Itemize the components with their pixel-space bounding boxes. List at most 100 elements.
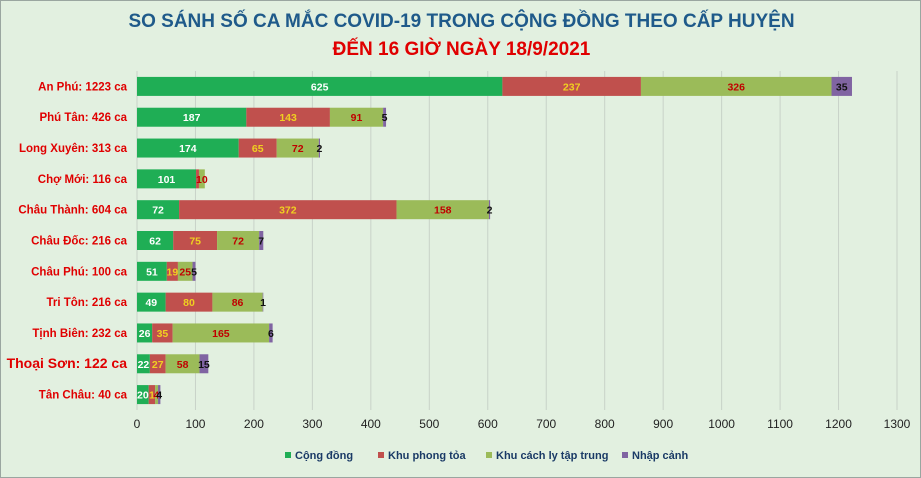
data-label: 27 [152,359,164,371]
bar-segment [269,323,273,343]
data-label: 5 [382,112,388,124]
bar-segment [179,200,397,220]
bar-segment [152,323,173,343]
bar-segment [196,169,199,189]
category-label: Châu Đốc: 216 ca [31,236,127,248]
bar-segment [172,323,270,343]
bar-segment [137,169,197,189]
category-label: Long Xuyên: 313 ca [19,143,128,155]
data-label: 372 [279,205,297,217]
bar-segment [246,107,330,127]
bar-segment [137,138,239,158]
x-tick-label: 600 [478,417,498,431]
bar-segment [640,76,832,96]
bar-segment [238,138,277,158]
bar-segment [165,354,200,374]
data-label: 72 [232,236,244,248]
data-label: 26 [139,328,151,340]
data-label: 62 [149,236,161,248]
x-tick-label: 1300 [884,417,911,431]
data-label: 58 [177,359,189,371]
data-label: 35 [836,81,848,93]
bar-segment [148,385,156,405]
data-label: 7 [258,236,264,248]
data-label: 6 [268,328,274,340]
legend-label: Cộng đồng [295,450,353,462]
bar-segment [166,261,178,281]
data-label: 1 [149,390,155,402]
x-tick-label: 300 [302,417,322,431]
data-label: 237 [563,81,581,93]
x-tick-label: 1200 [825,417,852,431]
bar-segment [259,231,264,250]
legend-label: Nhập cảnh [632,450,689,462]
data-label: 65 [252,143,264,155]
bar-segment [217,231,260,250]
legend-label: Khu phong tỏa [388,450,466,462]
bar-segment [137,261,167,281]
x-tick-label: 200 [244,417,264,431]
data-label: 25 [179,266,191,278]
data-label: 10 [196,174,208,186]
bar-segment [318,138,320,158]
data-label: 80 [183,297,195,309]
data-label: 2 [316,143,322,155]
legend-label: Khu cách ly tập trung [496,450,608,462]
bar-segment [137,323,153,343]
chart-subtitle: ĐẾN 16 GIỜ NGÀY 18/9/2021 [332,39,591,60]
category-label: Tri Tôn: 216 ca [46,297,127,309]
category-label: Châu Thành: 604 ca [18,205,127,217]
data-label: 1 [260,297,266,309]
bar-segment [165,292,213,312]
data-label: 75 [189,236,201,248]
data-label: 20 [137,390,149,402]
x-tick-label: 400 [361,417,381,431]
data-label: 35 [157,328,169,340]
data-label: 86 [232,297,244,309]
data-label: 91 [351,112,363,124]
x-tick-label: 800 [595,417,615,431]
category-label: Tịnh Biên: 232 ca [32,328,127,340]
data-label: 4 [154,390,160,402]
bar-segment [276,138,319,158]
bar-segment [199,354,209,374]
bar-segment [212,292,263,312]
data-label: 101 [158,174,176,186]
bar-segment [158,385,161,405]
x-tick-label: 1100 [767,417,793,431]
x-tick-label: 700 [536,417,556,431]
bar-segment [137,231,174,250]
data-label: 19 [167,266,179,278]
chart-title: SO SÁNH SỐ CA MẮC COVID-19 TRONG CỘNG ĐỒ… [128,11,795,32]
bar-segment [173,231,218,250]
bar-segment [831,76,852,96]
category-label: Thoại Sơn: 122 ca [7,355,128,371]
x-tick-label: 0 [134,417,141,431]
bar-segment [329,107,384,127]
bar-segment [488,200,491,220]
bar-segment [396,200,489,220]
bar-segment [137,292,166,312]
data-label: 143 [279,112,297,124]
data-label: 49 [145,297,157,309]
bar-segment [262,292,264,312]
data-label: 5 [191,266,197,278]
data-label: 158 [434,205,452,217]
bar-segment [137,76,503,96]
bar-segment [149,354,166,374]
category-label: Chợ Mới: 116 ca [38,174,128,186]
data-label: 51 [146,266,158,278]
data-label: 326 [727,81,745,93]
data-label: 72 [292,143,304,155]
data-label: 174 [179,143,197,155]
data-label: 2 [487,205,493,217]
bar-segment [137,200,180,220]
data-label: 625 [311,81,329,93]
legend-swatch [486,452,492,458]
data-label: 72 [152,205,164,217]
bar-segment [177,261,193,281]
bar-segment [198,169,205,189]
legend-swatch [285,452,291,458]
x-tick-label: 500 [419,417,439,431]
